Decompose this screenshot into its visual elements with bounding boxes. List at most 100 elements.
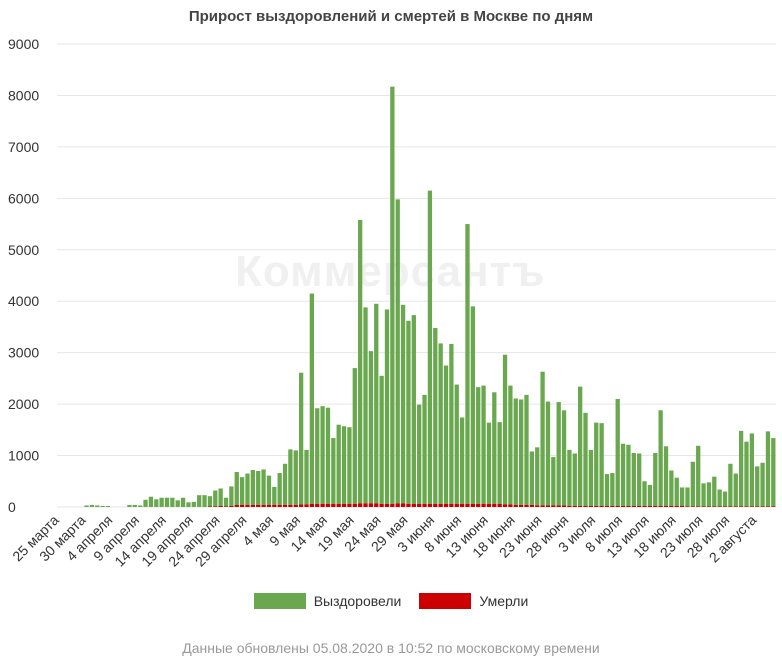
bar-recovered[interactable]: [304, 449, 309, 505]
bar-died[interactable]: [465, 503, 470, 507]
bar-died[interactable]: [331, 503, 336, 507]
bar-recovered[interactable]: [524, 394, 529, 505]
bar-died[interactable]: [594, 505, 599, 507]
bar-recovered[interactable]: [159, 497, 164, 507]
bar-died[interactable]: [535, 505, 540, 507]
bar-died[interactable]: [518, 504, 524, 507]
bar-died[interactable]: [341, 503, 347, 507]
bar-recovered[interactable]: [663, 446, 669, 506]
bar-died[interactable]: [395, 503, 400, 507]
bar-died[interactable]: [728, 506, 733, 507]
bar-recovered[interactable]: [588, 449, 594, 506]
bar-recovered[interactable]: [143, 499, 148, 507]
bar-recovered[interactable]: [406, 320, 411, 504]
bar-died[interactable]: [368, 503, 374, 507]
bar-died[interactable]: [529, 504, 535, 507]
bar-recovered[interactable]: [288, 449, 293, 505]
bar-recovered[interactable]: [213, 490, 218, 507]
bar-recovered[interactable]: [417, 404, 422, 504]
bar-died[interactable]: [696, 506, 701, 507]
bar-recovered[interactable]: [164, 497, 170, 507]
bar-recovered[interactable]: [250, 469, 255, 505]
bar-died[interactable]: [685, 506, 690, 507]
bar-recovered[interactable]: [497, 422, 502, 504]
bar-died[interactable]: [663, 505, 669, 507]
bar-died[interactable]: [261, 504, 266, 507]
bar-recovered[interactable]: [706, 482, 712, 507]
bar-died[interactable]: [400, 503, 406, 507]
bar-recovered[interactable]: [658, 410, 663, 506]
legend-item-recovered[interactable]: Выздоровели: [253, 593, 401, 609]
bar-died[interactable]: [647, 505, 653, 507]
bar-recovered[interactable]: [89, 504, 95, 507]
bar-recovered[interactable]: [422, 394, 427, 504]
bar-died[interactable]: [454, 503, 459, 507]
bar-recovered[interactable]: [561, 410, 567, 506]
bar-died[interactable]: [315, 503, 320, 507]
bar-recovered[interactable]: [647, 484, 653, 506]
bar-died[interactable]: [266, 504, 272, 507]
bar-died[interactable]: [427, 503, 433, 507]
bar-recovered[interactable]: [272, 486, 277, 505]
bar-died[interactable]: [631, 505, 636, 507]
bar-died[interactable]: [599, 505, 604, 507]
bar-died[interactable]: [572, 505, 577, 507]
bar-died[interactable]: [320, 503, 325, 507]
bar-died[interactable]: [352, 503, 357, 507]
bar-died[interactable]: [610, 505, 615, 507]
bar-recovered[interactable]: [642, 481, 647, 506]
bar-died[interactable]: [578, 505, 583, 507]
bar-recovered[interactable]: [637, 453, 642, 506]
bar-recovered[interactable]: [180, 497, 186, 507]
bar-died[interactable]: [771, 506, 776, 507]
bar-died[interactable]: [492, 503, 497, 507]
bar-died[interactable]: [304, 504, 309, 507]
bar-recovered[interactable]: [583, 412, 588, 506]
bar-died[interactable]: [749, 506, 755, 507]
bar-died[interactable]: [669, 505, 674, 507]
bar-recovered[interactable]: [105, 505, 111, 507]
bar-recovered[interactable]: [298, 372, 304, 505]
bar-recovered[interactable]: [717, 489, 722, 507]
bar-recovered[interactable]: [674, 477, 679, 506]
bar-died[interactable]: [706, 506, 712, 507]
bar-recovered[interactable]: [309, 293, 315, 504]
bar-died[interactable]: [679, 505, 685, 507]
bar-recovered[interactable]: [95, 505, 100, 507]
bar-recovered[interactable]: [127, 504, 132, 507]
bar-died[interactable]: [256, 504, 261, 507]
bar-recovered[interactable]: [229, 486, 234, 506]
bar-died[interactable]: [298, 504, 304, 507]
bar-recovered[interactable]: [744, 441, 749, 507]
bar-recovered[interactable]: [245, 473, 250, 505]
bar-recovered[interactable]: [433, 327, 438, 504]
bar-died[interactable]: [561, 505, 567, 507]
bar-died[interactable]: [433, 503, 438, 507]
bar-died[interactable]: [588, 505, 594, 507]
bar-recovered[interactable]: [293, 450, 298, 505]
bar-recovered[interactable]: [620, 443, 626, 506]
bar-died[interactable]: [250, 504, 255, 507]
bar-recovered[interactable]: [325, 407, 331, 504]
bar-recovered[interactable]: [749, 433, 755, 507]
bar-recovered[interactable]: [368, 351, 374, 504]
bar-recovered[interactable]: [738, 430, 744, 507]
bar-recovered[interactable]: [438, 343, 443, 504]
bar-died[interactable]: [293, 504, 298, 507]
bar-recovered[interactable]: [384, 309, 390, 504]
bar-recovered[interactable]: [315, 408, 320, 504]
bar-died[interactable]: [223, 506, 229, 507]
bar-recovered[interactable]: [465, 224, 470, 504]
bar-died[interactable]: [765, 506, 771, 507]
bar-recovered[interactable]: [712, 476, 717, 507]
bar-died[interactable]: [277, 504, 282, 507]
bar-recovered[interactable]: [567, 449, 572, 506]
bar-recovered[interactable]: [529, 451, 535, 505]
bar-recovered[interactable]: [572, 453, 577, 506]
bar-died[interactable]: [690, 506, 695, 507]
bar-recovered[interactable]: [765, 431, 771, 507]
bar-recovered[interactable]: [207, 496, 213, 507]
bar-recovered[interactable]: [599, 423, 604, 506]
bar-recovered[interactable]: [256, 470, 261, 505]
bar-died[interactable]: [417, 503, 422, 507]
